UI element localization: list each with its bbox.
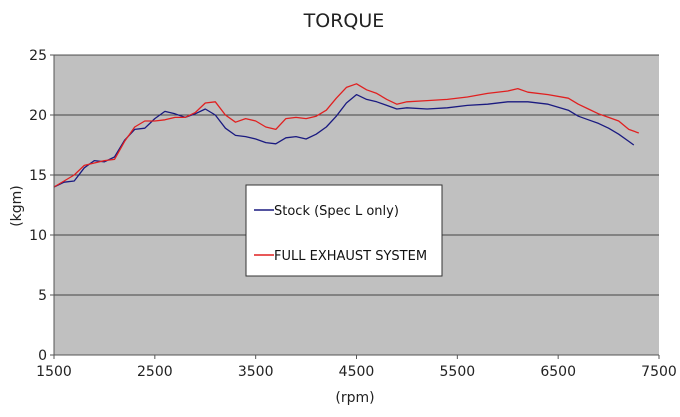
x-tick-label-7500: 7500 [641, 364, 677, 380]
legend-label-full-exhaust: FULL EXHAUST SYSTEM [274, 249, 427, 264]
x-tick-label-2500: 2500 [137, 364, 173, 380]
tick-labels: 0 5 10 15 20 25 1500 2500 3500 4500 5500 6500 7500 [29, 48, 677, 380]
x-tick-label-3500: 3500 [238, 364, 274, 380]
chart-title: TORQUE [303, 10, 385, 32]
y-tick-label-10: 10 [29, 228, 47, 244]
y-tick-label-15: 15 [29, 168, 47, 184]
series-line-stock [53, 93, 635, 188]
legend-label-stock: Stock (Spec L only) [274, 204, 399, 219]
y-tick-label-5: 5 [38, 288, 47, 304]
series-line-full-exhaust [53, 83, 640, 188]
x-tick-label-6500: 6500 [540, 364, 576, 380]
axes [50, 54, 660, 359]
x-tick-label-1500: 1500 [36, 364, 72, 380]
x-tick-label-4500: 4500 [339, 364, 375, 380]
x-tick-label-5500: 5500 [440, 364, 476, 380]
y-axis-label: (kgm) [9, 185, 25, 227]
series-lines [53, 83, 640, 188]
legend-box [245, 184, 443, 277]
legend: Stock (Spec L only) FULL EXHAUST SYSTEM [245, 184, 443, 277]
y-tick-label-0: 0 [38, 348, 47, 364]
x-axis-label: (rpm) [335, 390, 374, 406]
y-tick-label-25: 25 [29, 48, 47, 64]
y-tick-label-20: 20 [29, 108, 47, 124]
